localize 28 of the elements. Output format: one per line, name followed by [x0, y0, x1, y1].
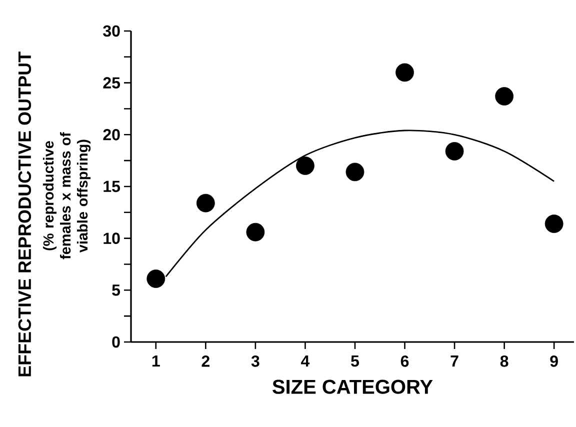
- y-axis-title: EFFECTIVE REPRODUCTIVE OUTPUT: [18, 52, 32, 376]
- y-tick-label: 0: [112, 336, 120, 348]
- y-tick-label: 20: [103, 128, 120, 140]
- x-tick-label: 3: [251, 356, 260, 367]
- x-tick-label: 8: [500, 356, 508, 367]
- y-tick-label: 25: [103, 77, 120, 88]
- x-tick-label: 5: [351, 356, 359, 367]
- point: [445, 142, 464, 160]
- point: [495, 87, 514, 106]
- y-tick-label: 5: [112, 284, 120, 296]
- y-tick-label: 10: [104, 232, 120, 244]
- text: (% reproductive females x mass of viable offspring): [42, 132, 91, 260]
- point: [196, 194, 215, 212]
- x-tick-label: 6: [400, 356, 409, 367]
- x-tick-label: 2: [202, 356, 210, 367]
- x-tick-label: 1: [152, 356, 160, 367]
- point: [544, 214, 564, 234]
- x-tick-label: 9: [550, 356, 558, 367]
- y-tick-label: 15: [104, 180, 120, 192]
- point: [246, 222, 265, 242]
- x-axis-title: SIZE CATEGORY: [272, 380, 433, 394]
- point: [346, 162, 364, 182]
- point: [146, 270, 166, 288]
- x-tick-label: 4: [300, 356, 310, 367]
- point: [296, 156, 314, 175]
- point: [396, 63, 414, 82]
- x-tick-label: 7: [450, 356, 458, 367]
- y-tick-label: 30: [103, 25, 120, 37]
